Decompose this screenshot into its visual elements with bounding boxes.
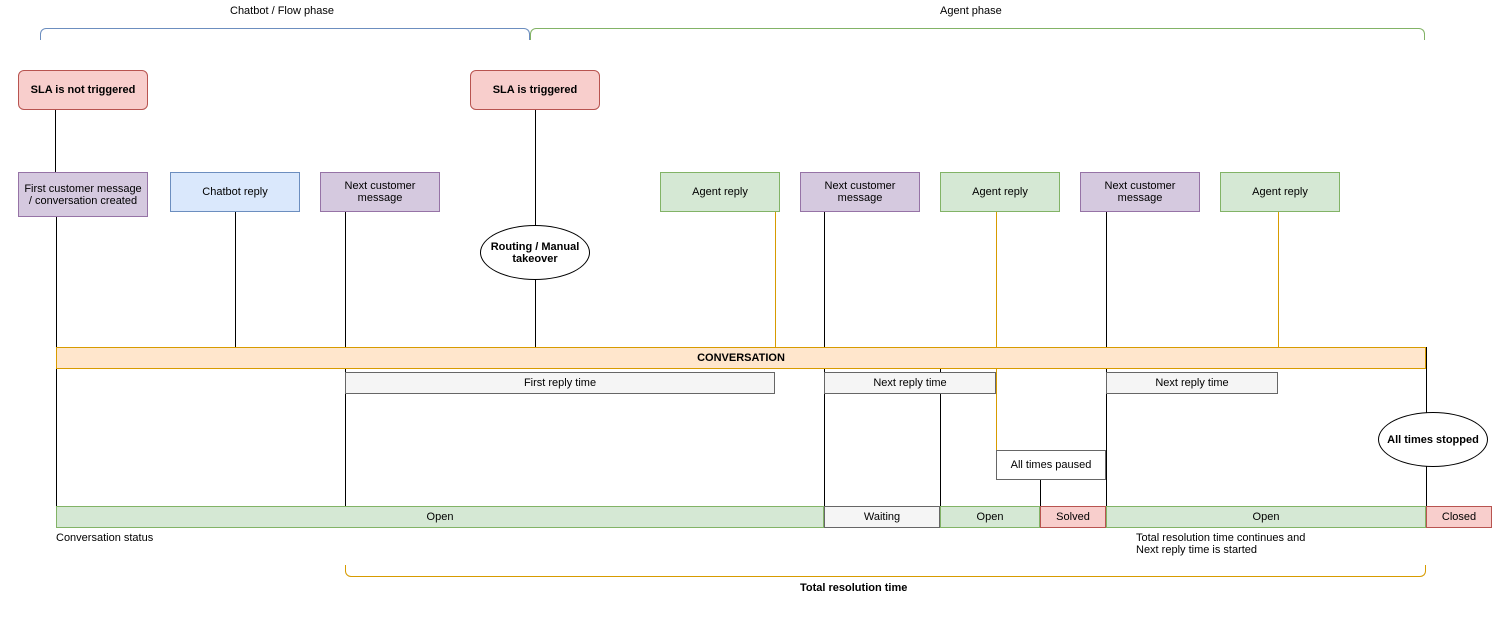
routing-ellipse: Routing / Manual takeover [480,225,590,280]
resolution-continues-note: Total resolution time continues and Next… [1136,532,1305,556]
status-open-1: Open [56,506,824,528]
all-times-paused: All times paused [996,450,1106,480]
total-resolution-label: Total resolution time [800,582,907,594]
phase-chatbot-label: Chatbot / Flow phase [230,5,334,17]
agent-reply-1: Agent reply [660,172,780,212]
next-customer-message-2: Next customer message [800,172,920,212]
vline-ev3 [775,212,776,347]
status-waiting: Waiting [824,506,940,528]
status-closed: Closed [1426,506,1492,528]
phase-chatbot-bracket [40,28,530,40]
sla-triggered: SLA is triggered [470,70,600,110]
connector-sla1 [55,110,56,172]
vline-solved-end [1106,450,1107,506]
vline-ev1 [235,212,236,347]
phase-agent-bracket [530,28,1425,40]
resolution-note-line2: Next reply time is started [1136,544,1305,556]
next-reply-time-1: Next reply time [824,372,996,394]
connector-sla2 [535,110,536,225]
first-reply-time: First reply time [345,372,775,394]
resolution-note-line1: Total resolution time continues and [1136,532,1305,544]
all-times-stopped: All times stopped [1378,412,1488,467]
status-open-2: Open [940,506,1040,528]
vline-ev7 [1278,212,1279,347]
next-customer-message-1: Next customer message [320,172,440,212]
agent-reply-2: Agent reply [940,172,1060,212]
status-open-3: Open [1106,506,1426,528]
next-customer-message-3: Next customer message [1080,172,1200,212]
next-reply-time-2: Next reply time [1106,372,1278,394]
conversation-status-label: Conversation status [56,532,153,544]
conversation-bar: CONVERSATION [56,347,1426,369]
phase-agent-label: Agent phase [940,5,1002,17]
agent-reply-3: Agent reply [1220,172,1340,212]
chatbot-reply: Chatbot reply [170,172,300,212]
status-solved: Solved [1040,506,1106,528]
vline-ev5 [996,212,997,450]
connector-routing-down [535,280,536,347]
first-customer-message: First customer message / conversation cr… [18,172,148,217]
total-resolution-bracket [345,565,1426,577]
sla-not-triggered: SLA is not triggered [18,70,148,110]
